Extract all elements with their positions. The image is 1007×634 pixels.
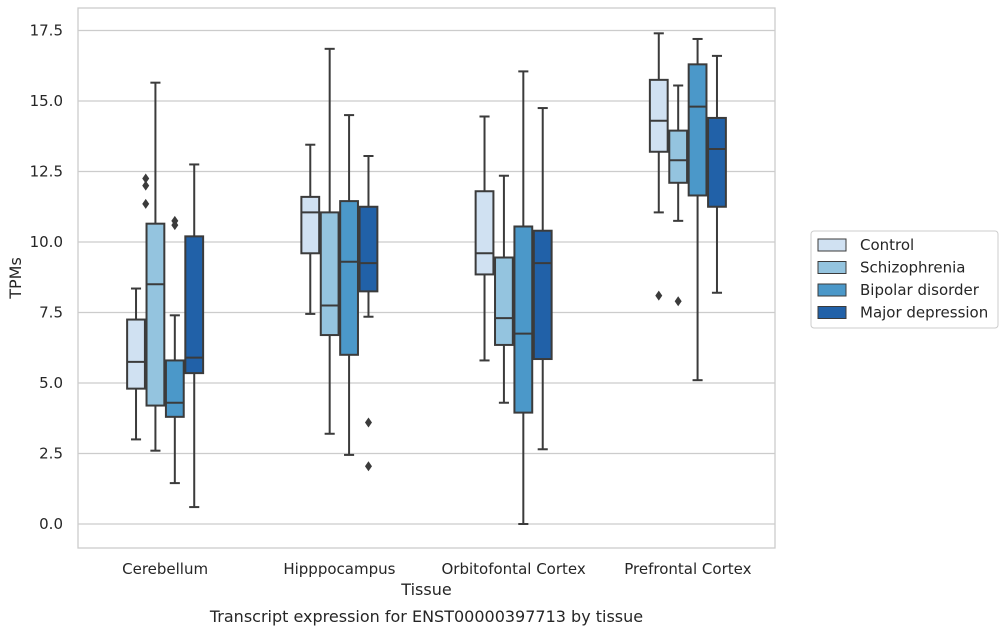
grid-lines (78, 29, 775, 525)
box-group (358, 154, 379, 472)
box-plot-area (126, 32, 727, 525)
x-tick-label: Prefrontal Cortex (624, 560, 751, 578)
legend-label: Major depression (860, 304, 988, 322)
x-tick-label: Cerebellum (122, 560, 208, 578)
legend-label: Schizophrenia (860, 259, 965, 277)
y-axis-ticks: 0.0 2.5 5.0 7.5 10.0 12.5 15.0 17.5 (30, 22, 63, 534)
box-iqr (474, 190, 495, 276)
box-iqr (145, 222, 166, 407)
legend-label: Bipolar disorder (860, 281, 980, 299)
outlier-point (364, 461, 372, 472)
box-iqr (358, 205, 379, 293)
box-group (648, 32, 669, 301)
y-tick-label: 0.0 (39, 515, 63, 533)
outlier-point (142, 180, 150, 191)
box-group (319, 47, 340, 435)
y-tick-label: 15.0 (30, 92, 63, 110)
box-iqr (494, 256, 514, 346)
outlier-point (142, 173, 150, 184)
x-tick-label: Orbitofontal Cortex (442, 560, 586, 578)
box-iqr (532, 229, 553, 361)
legend-frame (810, 230, 999, 329)
y-tick-label: 10.0 (30, 233, 63, 251)
box-iqr (126, 318, 146, 390)
outlier-point (142, 198, 150, 209)
legend-swatch (817, 261, 847, 274)
outlier-point (171, 215, 179, 226)
outlier-point (674, 296, 682, 307)
legend-swatch (817, 238, 847, 252)
box-group (184, 163, 205, 509)
y-tick-label: 12.5 (30, 163, 63, 181)
chart-caption: Transcript expression for ENST0000039771… (209, 607, 643, 626)
box-group (300, 143, 321, 315)
box-iqr (339, 200, 359, 356)
box-group (513, 70, 534, 525)
box-group (339, 114, 359, 456)
box-group (687, 37, 708, 382)
box-group (707, 54, 727, 294)
legend-swatch (817, 283, 847, 297)
box-group (668, 84, 689, 307)
box-group (126, 287, 146, 441)
box-group (164, 215, 185, 485)
y-axis-label: TPMs (6, 257, 25, 300)
y-tick-label: 17.5 (30, 22, 63, 40)
box-iqr (668, 129, 689, 184)
y-tick-label: 5.0 (39, 374, 63, 392)
legend-swatch (817, 306, 847, 319)
box-group (474, 115, 495, 362)
legend: Control Schizophrenia Bipolar disorder Majo… (810, 230, 999, 329)
box-iqr (707, 116, 727, 208)
outlier-point (364, 417, 372, 428)
y-tick-label: 7.5 (39, 304, 63, 322)
x-axis-ticks: Cerebellum Hipppocampus Orbitofontal Corte… (122, 560, 751, 578)
legend-label: Control (860, 236, 914, 254)
plot-frame (77, 7, 776, 549)
box-group (532, 107, 553, 451)
box-group (494, 174, 514, 404)
box-iqr (319, 211, 340, 337)
box-group (145, 81, 166, 452)
box-iqr (164, 359, 185, 418)
box-iqr (300, 195, 321, 255)
box-iqr (648, 78, 669, 153)
outlier-point (655, 290, 663, 301)
y-tick-label: 2.5 (39, 445, 63, 463)
box-iqr (687, 63, 708, 197)
x-axis-label: Tissue (400, 580, 451, 599)
box-iqr (513, 225, 534, 414)
x-tick-label: Hipppocampus (283, 560, 395, 578)
box-iqr (184, 235, 205, 375)
